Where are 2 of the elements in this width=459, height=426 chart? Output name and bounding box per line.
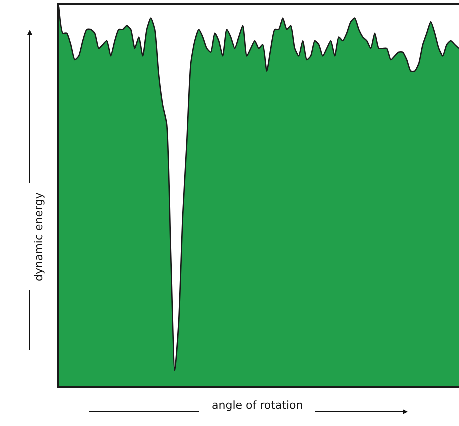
y-axis-title: dynamic energy [32, 192, 46, 282]
x-axis-title: angle of rotation [212, 399, 304, 412]
